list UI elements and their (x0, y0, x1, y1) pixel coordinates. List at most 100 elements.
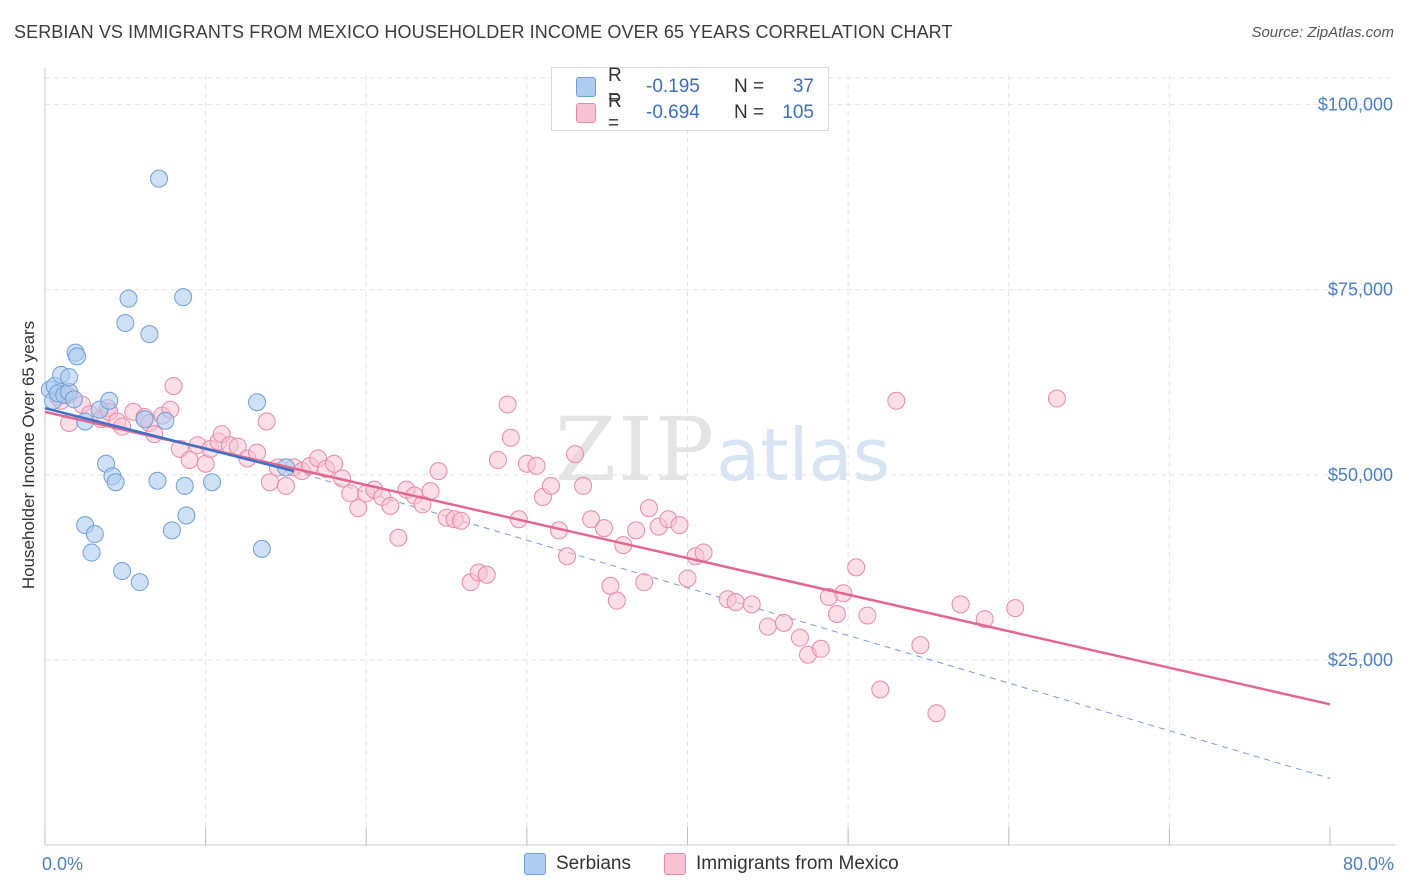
mexico-point (413, 495, 432, 514)
mexico-point (639, 499, 658, 518)
serbians-trend-line (44, 406, 295, 473)
mexico-point (429, 462, 448, 481)
bottom-legend-mexico: Immigrants from Mexico (664, 852, 899, 876)
serbians-point (116, 314, 135, 333)
mexico-point (276, 476, 295, 495)
x-tick-label-min: 0.0% (42, 854, 83, 874)
legend-n-value: 105 (782, 102, 814, 123)
legend-row-serbians: R = -0.195 N = 37 (576, 65, 814, 108)
legend-row-mexico: R = -0.694 N = 105 (576, 91, 814, 134)
mexico-point (927, 704, 946, 723)
y-tick-label: $25,000 (1328, 650, 1393, 670)
legend-r-label: R = (608, 91, 622, 134)
mexico-point (541, 476, 560, 495)
serbians-point (148, 471, 167, 490)
serbians-point (177, 506, 196, 525)
serbians-point (150, 169, 169, 188)
mexico-point (1006, 599, 1025, 618)
source-label: Source: ZipAtlas.com (1251, 24, 1394, 41)
mexico-point (871, 680, 890, 699)
watermark-atlas: atlas (716, 413, 891, 497)
serbians-point (135, 410, 154, 429)
mexico-point (527, 456, 546, 475)
mexico-point (498, 395, 517, 414)
mexico-point (558, 547, 577, 566)
serbians-points (40, 169, 295, 592)
legend-r-value: -0.195 (646, 76, 700, 97)
serbians-point (174, 288, 193, 307)
mexico-point (501, 428, 520, 447)
mexico-point (670, 516, 689, 535)
mexico-point (574, 476, 593, 495)
mexico-point (477, 565, 496, 584)
y-tick-label: $75,000 (1328, 280, 1393, 300)
serbians-point (64, 390, 83, 409)
mexico-point (758, 617, 777, 636)
mexico-point (790, 628, 809, 647)
legend-r-value: -0.694 (646, 102, 700, 123)
mexico-point (488, 451, 507, 469)
mexico-point (811, 639, 830, 658)
mexico-point (694, 543, 713, 562)
serbians-point (119, 289, 138, 308)
serbians-point (60, 368, 79, 387)
legend: R = -0.195 N = 37 R = -0.694 N = 105 (551, 65, 829, 134)
serbians-point (203, 473, 222, 492)
mexico-point (582, 510, 601, 529)
mexico-point (635, 573, 654, 592)
mexico-points (48, 376, 1066, 723)
legend-n-label: N = (734, 76, 765, 97)
serbians-point (82, 543, 101, 562)
mexico-point (774, 613, 793, 632)
serbians-swatch (576, 77, 596, 97)
bottom-legend-serbians-label: Serbians (556, 853, 631, 874)
bottom-legend-serbians: Serbians (524, 852, 631, 876)
trend-lines (44, 406, 1331, 706)
serbians-point (248, 393, 267, 412)
mexico-point (951, 595, 970, 614)
mexico-point (341, 484, 360, 503)
serbians-point (140, 325, 159, 344)
y-tick-label: $50,000 (1328, 465, 1393, 485)
mexico-point (1047, 389, 1066, 408)
mexico-point (349, 499, 368, 518)
mexico-point (726, 593, 745, 612)
mexico-point (847, 558, 866, 577)
mexico-point (601, 576, 620, 595)
serbians-point (175, 476, 194, 495)
mexico-swatch (664, 853, 686, 875)
mexico-trend-line (44, 410, 1331, 706)
bottom-legend-mexico-label: Immigrants from Mexico (696, 853, 899, 874)
mexico-point (827, 605, 846, 623)
mexico-point (627, 521, 646, 540)
serbians-point (162, 521, 181, 540)
y-tick-labels: $25,000 $50,000 $75,000 $100,000 (1318, 95, 1393, 670)
mexico-point (858, 606, 877, 625)
mexico-swatch (576, 103, 596, 123)
mexico-point (260, 473, 279, 492)
y-tick-label: $100,000 (1318, 95, 1393, 115)
serbians-point (252, 539, 271, 558)
serbians-swatch (524, 853, 546, 875)
mexico-point (452, 511, 471, 530)
mexico-point (607, 591, 626, 610)
serbians-point (100, 391, 119, 410)
mexico-point (381, 496, 400, 515)
legend-n-label: N = (734, 102, 765, 123)
legend-n-value: 37 (792, 76, 814, 97)
mexico-point (911, 636, 930, 655)
mexico-point (180, 451, 199, 469)
serbians-point (113, 562, 132, 581)
serbians-point (106, 473, 125, 492)
mexico-point (257, 412, 276, 431)
mexico-point (325, 454, 344, 473)
serbians-point (85, 525, 104, 544)
serbians-point (68, 347, 87, 366)
mexico-point (975, 610, 994, 629)
mexico-point (164, 376, 183, 395)
mexico-point (389, 528, 408, 547)
mexico-point (594, 519, 613, 538)
serbians-point (156, 411, 175, 430)
mexico-point (566, 445, 585, 464)
